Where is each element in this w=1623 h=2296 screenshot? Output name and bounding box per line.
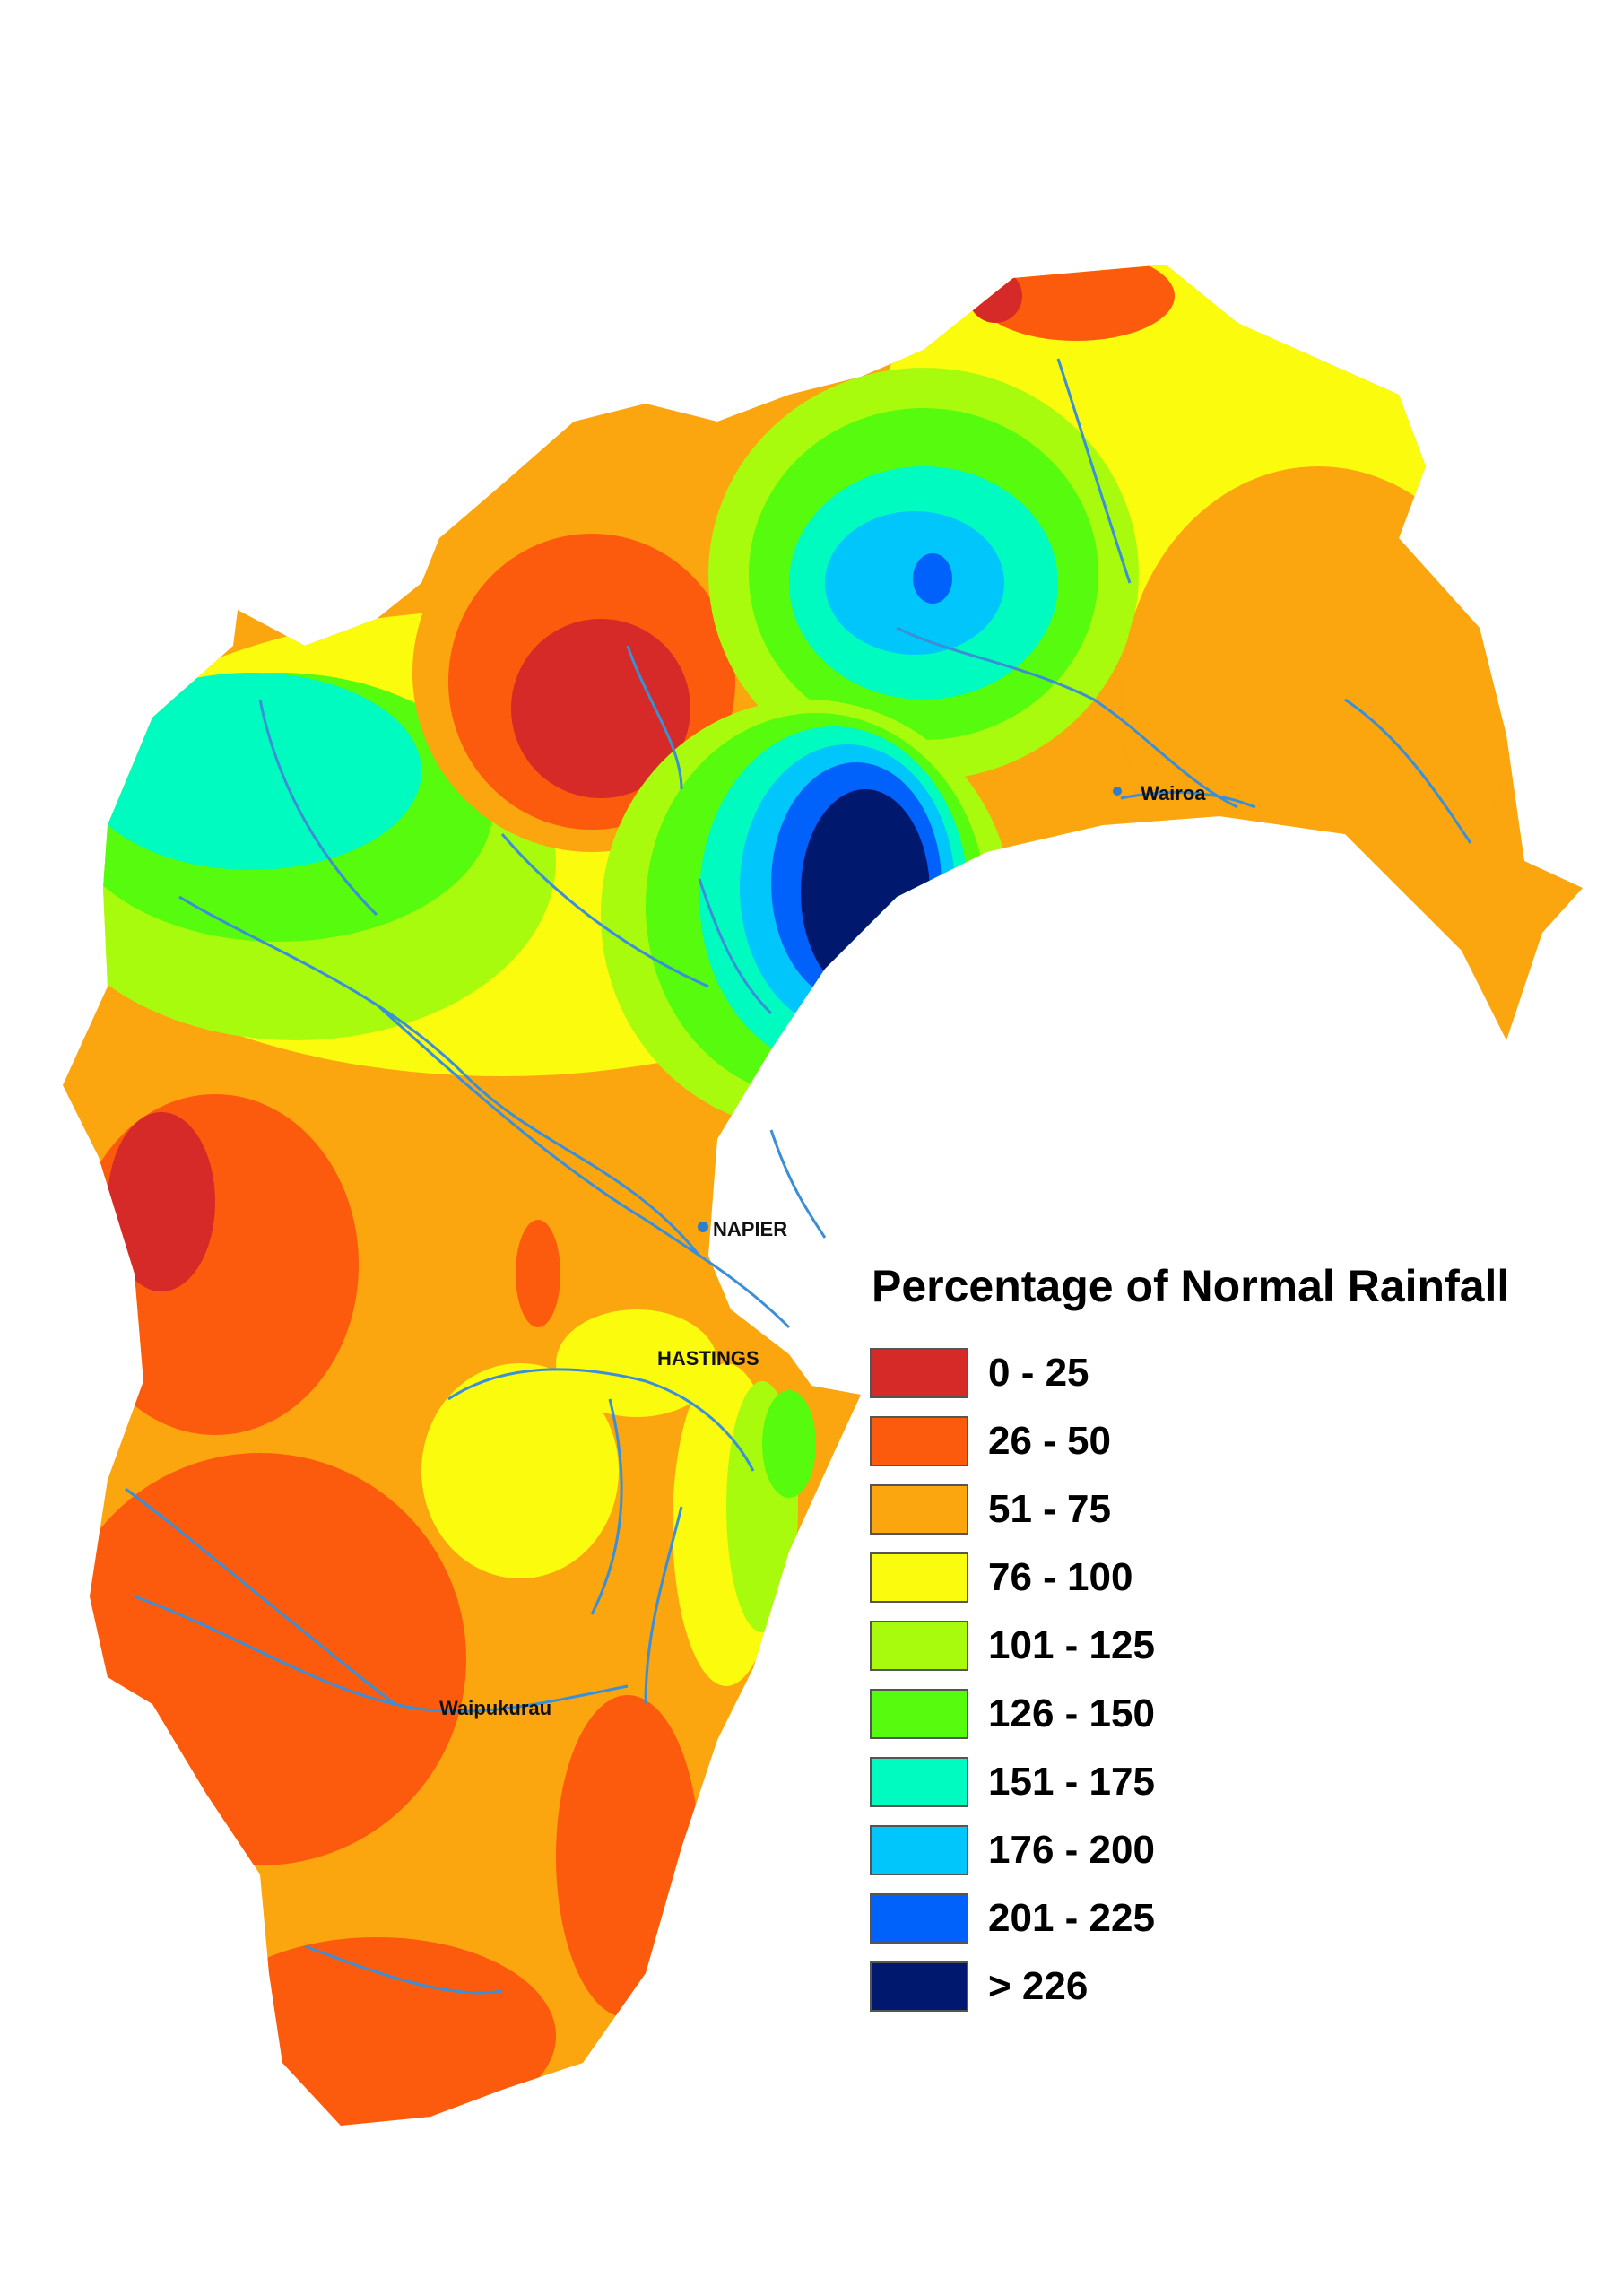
wairoa-marker-icon <box>1113 787 1122 796</box>
legend-row-101-125: 101 - 125 <box>870 1612 1605 1680</box>
legend-swatch <box>870 1416 968 1466</box>
legend-label: > 226 <box>988 1964 1089 2008</box>
legend-label: 151 - 175 <box>988 1760 1155 1804</box>
legend-row-76-100: 76 - 100 <box>870 1544 1605 1612</box>
legend-label: 126 - 150 <box>988 1692 1155 1735</box>
legend-label: 101 - 125 <box>988 1623 1155 1667</box>
legend-row-126-150: 126 - 150 <box>870 1680 1605 1748</box>
legend-swatch <box>870 1825 968 1875</box>
legend-row-151-175: 151 - 175 <box>870 1748 1605 1816</box>
town-label-waipukurau: Waipukurau <box>439 1697 551 1719</box>
rainfall-legend: Percentage of Normal Rainfall 0 - 25 26 … <box>870 1260 1605 2021</box>
legend-swatch <box>870 1552 968 1603</box>
legend-rows: 0 - 25 26 - 50 51 - 75 76 - 100 101 - 12… <box>870 1339 1605 2021</box>
legend-swatch <box>870 1893 968 1944</box>
legend-row-over-226: > 226 <box>870 1952 1605 2021</box>
town-label-wairoa: Wairoa <box>1141 782 1206 804</box>
town-label-hastings: HASTINGS <box>657 1347 759 1370</box>
legend-swatch <box>870 1484 968 1535</box>
legend-label: 51 - 75 <box>988 1487 1111 1531</box>
legend-swatch <box>870 1689 968 1739</box>
legend-label: 0 - 25 <box>988 1351 1089 1395</box>
legend-swatch <box>870 1961 968 2012</box>
legend-row-201-225: 201 - 225 <box>870 1884 1605 1952</box>
town-label-napier: NAPIER <box>713 1218 787 1240</box>
legend-row-0-25: 0 - 25 <box>870 1339 1605 1407</box>
legend-swatch <box>870 1621 968 1671</box>
legend-swatch <box>870 1348 968 1398</box>
legend-label: 26 - 50 <box>988 1419 1111 1463</box>
legend-row-176-200: 176 - 200 <box>870 1816 1605 1884</box>
legend-label: 201 - 225 <box>988 1896 1155 1940</box>
legend-label: 176 - 200 <box>988 1828 1155 1872</box>
legend-title: Percentage of Normal Rainfall <box>872 1261 1510 1311</box>
legend-row-26-50: 26 - 50 <box>870 1407 1605 1475</box>
rivers <box>125 358 1472 1995</box>
legend-row-51-75: 51 - 75 <box>870 1475 1605 1544</box>
napier-marker-icon <box>698 1222 708 1232</box>
legend-swatch <box>870 1757 968 1807</box>
legend-label: 76 - 100 <box>988 1555 1133 1599</box>
